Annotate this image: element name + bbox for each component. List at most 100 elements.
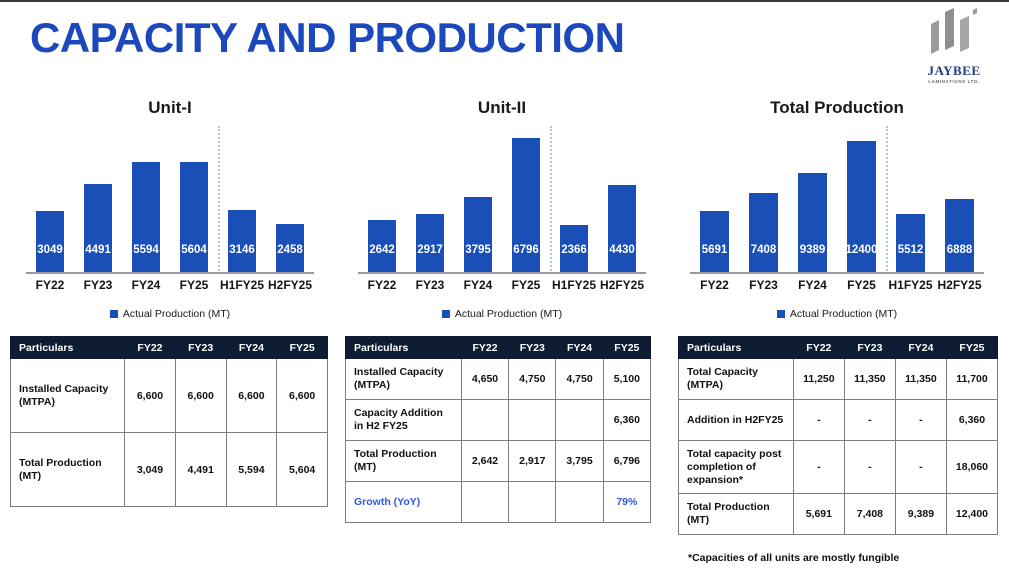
- table-row: Total Production (MT) 2,642 2,917 3,795 6,79…: [345, 440, 652, 482]
- x-axis-labels: FY22 FY23 FY24 FY25 H1FY25 H2FY25: [358, 278, 646, 292]
- chart-title: Unit-II: [477, 98, 527, 117]
- bar-slot: 4491: [74, 134, 122, 272]
- table-row: Installed Capacity (MTPA) 4,650 4,750 4,750…: [345, 358, 652, 400]
- page-title: CAPACITY AND PRODUCTION: [30, 14, 625, 61]
- x-axis-tick-label: FY25: [511, 278, 541, 292]
- bar-value-label: 2458: [277, 244, 303, 256]
- table-head: Particulars FY22 FY23 FY24 FY25: [678, 336, 999, 359]
- company-logo: JAYBEE LAMINATIONS LTD.: [917, 6, 991, 86]
- table-column-header: FY22: [792, 336, 845, 359]
- bar: 5604: [179, 161, 209, 272]
- legend-label: Actual Production (MT): [122, 308, 231, 320]
- table-cell: -: [843, 399, 896, 441]
- bar: 12400: [846, 140, 877, 272]
- table-column-header: FY23: [508, 336, 557, 359]
- bar-slot: 3049: [26, 134, 74, 272]
- x-axis-tick-label: FY24: [131, 278, 161, 292]
- table-body: Installed Capacity (MTPA) 4,650 4,750 4,750…: [345, 358, 652, 523]
- x-axis-tick-label: H1FY25: [888, 278, 933, 292]
- table-cell: [460, 399, 510, 441]
- x-axis-labels: FY22 FY23 FY24 FY25 H1FY25 H2FY25: [26, 278, 314, 292]
- x-axis-tick-label: FY24: [463, 278, 493, 292]
- table-cell: -: [792, 399, 845, 441]
- bar-value-label: 3049: [37, 244, 63, 256]
- bar-slot: 5691: [690, 134, 739, 272]
- table-cell: 4,650: [460, 358, 510, 400]
- table-cell: 6,600: [174, 358, 227, 433]
- table-cell: 11,700: [945, 358, 999, 400]
- unit-2-table-wrap: Particulars FY22 FY23 FY24 FY25 Installed Ca…: [345, 336, 652, 523]
- logo-wordmark: JAYBEE: [927, 63, 981, 78]
- chart-legend: Actual Production (MT): [668, 308, 1006, 320]
- table-header-row: Particulars FY22 FY23 FY24 FY25: [9, 336, 328, 359]
- table-cell: 6,600: [124, 358, 176, 433]
- chart-legend: Actual Production (MT): [336, 308, 668, 320]
- legend-swatch-icon: [776, 310, 785, 318]
- table-row-label: Addition in H2FY25: [678, 399, 794, 441]
- x-axis-tick-label: FY25: [847, 278, 876, 292]
- bar-value-label: 3146: [229, 244, 255, 256]
- table-cell: 4,750: [508, 358, 557, 400]
- bar-slot: 2917: [406, 134, 454, 272]
- table-row-label: Capacity Addition in H2 FY25: [345, 399, 462, 441]
- x-axis-tick-label: FY24: [798, 278, 827, 292]
- table-cell: 6,360: [945, 399, 999, 441]
- table-column-header: FY25: [602, 336, 652, 359]
- bar-group: 2642 2917 3795 6796 2366 4430: [358, 134, 646, 272]
- table-cell: 18,060: [945, 440, 999, 494]
- table-column-header: FY24: [894, 336, 947, 359]
- bar-slot: 12400: [837, 134, 886, 272]
- table-cell: [460, 481, 510, 523]
- bar: 2366: [559, 225, 589, 272]
- bar-value-label: 7408: [750, 244, 777, 256]
- bar-value-label: 2642: [369, 244, 395, 256]
- table-cell: 2,917: [508, 440, 557, 482]
- table-header-row: Particulars FY22 FY23 FY24 FY25: [345, 336, 652, 359]
- bar: 2917: [415, 214, 445, 272]
- bar-value-label: 5691: [701, 244, 728, 256]
- bar: 7408: [748, 193, 779, 272]
- chart-title: Unit-I: [148, 98, 192, 117]
- bar-value-label: 9389: [799, 244, 826, 256]
- chart-baseline: [26, 272, 314, 274]
- bar-value-label: 4430: [609, 244, 635, 256]
- legend-label: Actual Production (MT): [454, 308, 563, 320]
- x-axis-tick-label: FY22: [35, 278, 65, 292]
- table-column-header: FY24: [225, 336, 278, 359]
- x-axis-tick-label: FY22: [700, 278, 729, 292]
- bar: 3795: [463, 197, 493, 272]
- bar-slot: 2642: [358, 134, 406, 272]
- table-cell: -: [894, 440, 947, 494]
- bar-slot: 2458: [266, 134, 314, 272]
- table-row: Total Capacity (MTPA) 11,250 11,350 11,350 1…: [678, 358, 999, 400]
- table-head: Particulars FY22 FY23 FY24 FY25: [9, 336, 328, 359]
- bar-slot: 5512: [886, 134, 935, 272]
- table-row: Total Production (MT) 5,691 7,408 9,389 12,4…: [678, 493, 999, 535]
- table-row: Installed Capacity (MTPA) 6,600 6,600 6,600…: [9, 358, 328, 433]
- bar-value-label: 5604: [181, 244, 207, 256]
- unit-1-table-wrap: Particulars FY22 FY23 FY24 FY25 Installed Ca…: [9, 336, 328, 507]
- unit-1-table: Particulars FY22 FY23 FY24 FY25 Installed Ca…: [9, 336, 328, 507]
- bar-slot: 6796: [502, 134, 550, 272]
- table-column-header: Particulars: [678, 336, 794, 359]
- table-row-label: Total Production (MT): [345, 440, 462, 482]
- x-axis-tick-label: H2FY25: [599, 278, 645, 292]
- table-cell: 2,642: [460, 440, 510, 482]
- bar: 6888: [944, 198, 975, 272]
- chart-plot-area: 2642 2917 3795 6796 2366 4430: [358, 126, 646, 274]
- period-divider-line: [550, 126, 552, 274]
- bar-value-label: 4491: [85, 244, 111, 256]
- table-cell: 5,604: [276, 432, 328, 507]
- table-row-label: Total Capacity (MTPA): [678, 358, 794, 400]
- bar: 2642: [367, 219, 397, 272]
- bar-slot: 9389: [788, 134, 837, 272]
- bar-group: 3049 4491 5594 5604 3146 2458: [26, 134, 314, 272]
- chart-total-production: Total Production 5691 7408 9389 12400 5512 68…: [668, 96, 1006, 320]
- bar-value-label: 2917: [417, 244, 443, 256]
- bar: 5512: [895, 214, 926, 272]
- table-column-header: FY22: [460, 336, 510, 359]
- total-table-wrap: Particulars FY22 FY23 FY24 FY25 Total Capaci…: [678, 336, 999, 535]
- total-table: Particulars FY22 FY23 FY24 FY25 Total Capaci…: [678, 336, 999, 535]
- table-cell: [555, 481, 604, 523]
